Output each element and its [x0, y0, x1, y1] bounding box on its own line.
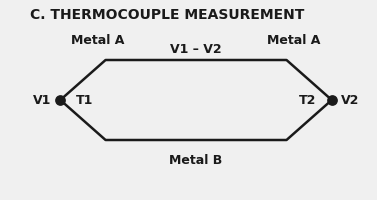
Text: Metal A: Metal A [71, 33, 125, 46]
Point [329, 98, 335, 102]
Text: V1 – V2: V1 – V2 [170, 43, 222, 56]
Text: V2: V2 [341, 94, 360, 106]
Text: Metal B: Metal B [169, 154, 223, 166]
Text: T1: T1 [75, 94, 93, 106]
Text: Metal A: Metal A [267, 33, 321, 46]
Point [57, 98, 63, 102]
Text: T2: T2 [299, 94, 317, 106]
Text: V1: V1 [32, 94, 51, 106]
Text: C. THERMOCOUPLE MEASUREMENT: C. THERMOCOUPLE MEASUREMENT [30, 8, 305, 22]
